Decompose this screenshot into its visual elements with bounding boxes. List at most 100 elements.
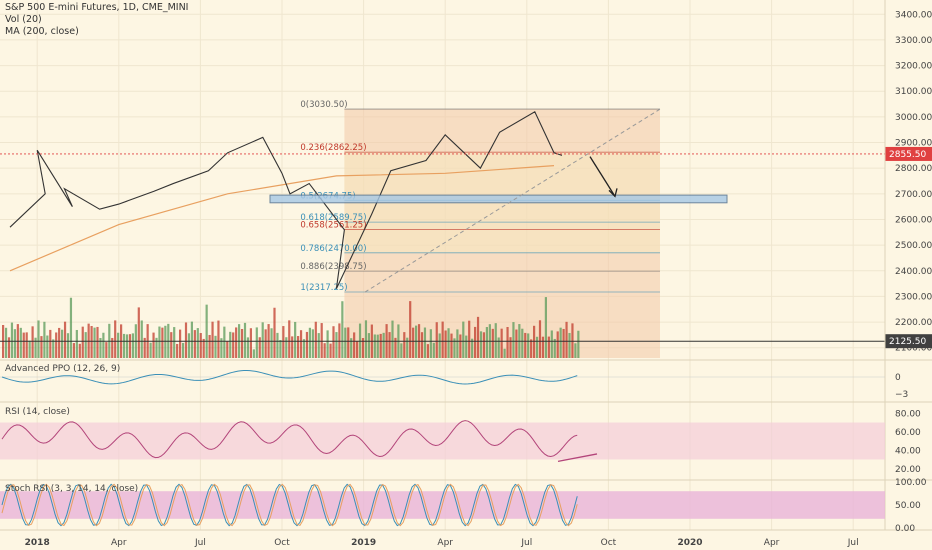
volume-bar <box>270 328 273 358</box>
volume-bar <box>52 339 55 358</box>
volume-bar <box>288 320 291 358</box>
stoch-d-line <box>1 483 578 527</box>
volume-bar <box>193 330 196 358</box>
volume-bar <box>406 337 409 358</box>
volume-bar <box>55 332 58 358</box>
volume-bar <box>447 328 450 358</box>
volume-bar <box>497 337 500 358</box>
fib-level-label: 0.658(2561.25) <box>300 220 366 230</box>
volume-bar <box>394 337 397 358</box>
volume-bar <box>202 338 205 358</box>
volume-bar <box>297 336 300 358</box>
volume-bar <box>235 327 238 358</box>
volume-bar <box>364 320 368 358</box>
stoch-rsi-legend[interactable]: Stoch RSI (3, 3, 14, 14, close) <box>5 484 139 494</box>
volume-bar <box>356 341 359 358</box>
y-tick-label: 3300.00 <box>895 36 932 46</box>
volume-legend[interactable]: Vol (20) <box>5 14 42 25</box>
x-tick-label: Apr <box>764 538 780 548</box>
volume-bar <box>99 338 102 358</box>
down-arrow-head <box>608 188 618 198</box>
y-tick-label: 3200.00 <box>895 62 932 72</box>
y-tick-label: 3000.00 <box>895 113 932 123</box>
volume-bar <box>317 333 320 358</box>
ma-200-line <box>9 165 555 272</box>
volume-bar <box>479 331 483 358</box>
rsi-tick-label: 80.00 <box>895 409 921 419</box>
fib-level-label: 0.886(2398.75) <box>300 262 366 272</box>
volume-bar <box>246 337 250 358</box>
volume-bar <box>553 338 556 358</box>
volume-bar <box>535 336 539 358</box>
fibonacci-zone <box>344 109 660 358</box>
volume-bar <box>211 321 214 358</box>
down-arrow <box>589 156 616 197</box>
y-tick-label: 2800.00 <box>895 164 932 174</box>
ma-legend[interactable]: MA (200, close) <box>5 26 79 37</box>
fib-level-label: 0.236(2862.25) <box>300 143 366 153</box>
volume-bar <box>314 321 317 358</box>
volume-bar <box>373 334 376 358</box>
last-price-tag <box>885 146 932 161</box>
support-level-tag <box>885 334 932 349</box>
volume-bar <box>125 334 129 358</box>
volume-bar <box>562 328 565 358</box>
stoch-k-line <box>1 483 578 527</box>
y-tick-label: 3400.00 <box>895 10 932 20</box>
volume-bar <box>72 343 75 358</box>
y-tick-label: 2700.00 <box>895 190 932 200</box>
ppo-line <box>1 370 578 385</box>
y-tick-label: 2900.00 <box>895 139 932 149</box>
volume-bar <box>105 342 108 358</box>
volume-bar <box>137 307 140 358</box>
volume-bar <box>46 335 49 358</box>
ppo-tick-label: 0 <box>895 373 901 383</box>
x-tick-label: 2019 <box>351 538 376 548</box>
x-tick-label: 2020 <box>677 538 702 548</box>
volume-bar <box>530 339 533 358</box>
rsi-legend[interactable]: RSI (14, close) <box>5 407 70 417</box>
y-tick-label: 2200.00 <box>895 318 932 328</box>
support-level-text: 2125.50 <box>889 337 926 347</box>
y-tick-label: 2500.00 <box>895 241 932 251</box>
volume-bar <box>179 329 182 358</box>
volume-bar <box>43 321 46 358</box>
x-tick-label: Oct <box>601 538 617 548</box>
volume-bar <box>512 322 515 358</box>
volume-bar <box>181 342 185 358</box>
volume-bar <box>471 338 474 358</box>
volume-bar <box>305 331 309 358</box>
volume-bar <box>323 343 326 358</box>
volume-bar <box>376 334 379 358</box>
volume-bar <box>320 323 323 358</box>
volume-bar <box>482 332 486 358</box>
volume-bar <box>279 339 282 358</box>
volume-bar <box>19 327 22 358</box>
y-tick-label: 3100.00 <box>895 87 932 97</box>
volume-bar <box>453 338 456 358</box>
volume-bar <box>465 335 468 358</box>
rsi-tick-label: 20.00 <box>895 465 921 475</box>
volume-bar <box>196 328 199 358</box>
volume-bar <box>476 316 480 358</box>
volume-bar <box>28 340 31 358</box>
volume-bar <box>4 327 8 358</box>
volume-bar <box>58 327 61 358</box>
symbol-legend[interactable]: S&P 500 E-mini Futures, 1D, CME_MINI <box>5 2 189 13</box>
volume-bar <box>84 332 87 358</box>
volume-bar <box>140 320 143 358</box>
volume-bar <box>403 332 406 358</box>
volume-bar <box>255 327 258 358</box>
ppo-legend[interactable]: Advanced PPO (12, 26, 9) <box>5 364 121 374</box>
volume-bar <box>155 337 158 358</box>
rsi-divergence-line <box>557 453 598 462</box>
volume-bar <box>332 326 335 358</box>
volume-bar <box>347 327 350 358</box>
volume-bar <box>391 320 394 358</box>
volume-bar <box>441 321 444 358</box>
volume-bar <box>565 321 568 358</box>
volume-bar <box>500 328 503 358</box>
y-tick-label: 2400.00 <box>895 267 932 277</box>
last-price-text: 2855.50 <box>889 150 926 160</box>
